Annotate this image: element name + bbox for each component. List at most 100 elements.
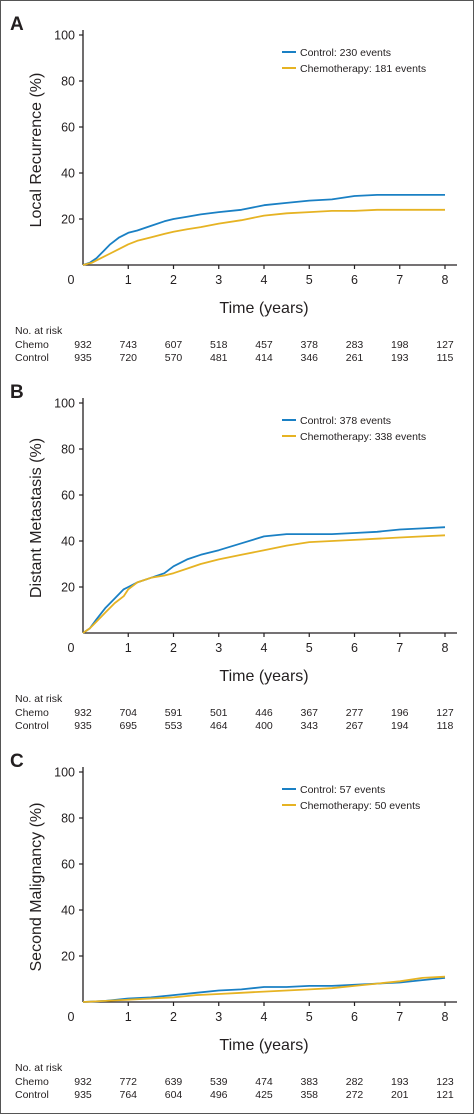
x-tick-label: 1: [125, 641, 132, 655]
x-tick-label: 7: [396, 1010, 403, 1024]
y-tick-label: 20: [61, 581, 75, 595]
legend-label-chemotherapy: Chemotherapy: 50 events: [300, 800, 420, 812]
y-tick-label: 100: [54, 397, 75, 411]
panel-a: A 20 40 60 80 100 0 1 2 3 4 5 6 7 8 Local Recurrence (%…: [10, 14, 457, 364]
at-risk-value: 553: [165, 720, 183, 732]
at-risk-value: 118: [437, 720, 454, 732]
series-line-chemotherapy: [82, 975, 446, 1003]
legend-label-chemotherapy: Chemotherapy: 181 events: [300, 63, 426, 75]
x-tick-label: 3: [215, 641, 222, 655]
at-risk-value: 193: [391, 1076, 409, 1088]
at-risk-value: 267: [346, 720, 364, 732]
y-tick-label: 20: [61, 950, 75, 964]
x-tick-label: 5: [306, 641, 313, 655]
at-risk-row-label: Control: [15, 1089, 49, 1101]
at-risk-value: 201: [391, 1089, 409, 1101]
at-risk-value: 932: [74, 339, 92, 351]
y-axis-title: Distant Metastasis (%): [28, 438, 45, 598]
at-risk-value: 446: [255, 707, 273, 719]
at-risk-value: 123: [436, 1076, 454, 1088]
legend-label-chemotherapy: Chemotherapy: 338 events: [300, 431, 426, 443]
y-axis-title: Second Malignancy (%): [28, 803, 45, 972]
at-risk-value: 604: [165, 1089, 183, 1101]
at-risk-value: 772: [119, 1076, 137, 1088]
at-risk-value: 283: [346, 339, 364, 351]
x-tick-label: 3: [215, 273, 222, 287]
legend-label-control: Control: 230 events: [300, 47, 391, 59]
x-tick-label: 4: [261, 1010, 268, 1024]
x-tick-label: 8: [442, 273, 449, 287]
panel-b: B 20 40 60 80 100 0 1 2 3 4 5 6 7 8 Distant Metastasis …: [10, 382, 457, 732]
at-risk-value: 198: [391, 339, 409, 351]
panel-letter: B: [10, 382, 24, 403]
y-tick-label: 80: [61, 443, 75, 457]
x-tick-label: 4: [261, 273, 268, 287]
at-risk-value: 639: [165, 1076, 183, 1088]
x-tick-label: 3: [215, 1010, 222, 1024]
y-tick-label: 60: [61, 121, 75, 135]
at-risk-value: 358: [300, 1089, 318, 1101]
y-tick-label: 80: [61, 812, 75, 826]
x-tick-label: 2: [170, 1010, 177, 1024]
at-risk-value: 591: [165, 707, 183, 719]
at-risk-value: 425: [255, 1089, 273, 1101]
at-risk-value: 570: [165, 352, 183, 364]
at-risk-value: 378: [300, 339, 318, 351]
x-tick-label: 7: [396, 273, 403, 287]
y-tick-label: 60: [61, 858, 75, 872]
series-line-chemotherapy: [82, 208, 445, 266]
x-tick-label: 0: [68, 1010, 75, 1024]
series-line-control: [82, 194, 445, 266]
y-tick-label: 40: [61, 535, 75, 549]
at-risk-value: 474: [255, 1076, 273, 1088]
at-risk-value: 121: [436, 1089, 454, 1101]
x-tick-label: 0: [68, 641, 75, 655]
at-risk-value: 277: [346, 707, 364, 719]
at-risk-value: 720: [119, 352, 137, 364]
at-risk-header: No. at risk: [15, 325, 63, 337]
at-risk-value: 272: [346, 1089, 364, 1101]
at-risk-value: 496: [210, 1089, 228, 1101]
at-risk-value: 414: [255, 352, 273, 364]
at-risk-value: 518: [210, 339, 228, 351]
at-risk-value: 932: [74, 707, 92, 719]
series-line-control: [82, 526, 446, 634]
at-risk-value: 261: [346, 352, 364, 364]
x-tick-label: 6: [351, 273, 358, 287]
at-risk-row-label: Control: [15, 352, 49, 364]
y-axis-title: Local Recurrence (%): [28, 73, 45, 228]
y-tick-label: 60: [61, 489, 75, 503]
at-risk-row-label: Control: [15, 720, 49, 732]
x-axis-title: Time (years): [219, 1037, 308, 1054]
x-tick-label: 5: [306, 1010, 313, 1024]
x-tick-label: 2: [170, 641, 177, 655]
at-risk-value: 127: [436, 339, 454, 351]
at-risk-value: 196: [391, 707, 409, 719]
at-risk-value: 481: [210, 352, 228, 364]
x-tick-label: 1: [125, 1010, 132, 1024]
at-risk-value: 383: [300, 1076, 318, 1088]
at-risk-value: 935: [74, 1089, 92, 1101]
at-risk-value: 743: [119, 339, 137, 351]
at-risk-value: 282: [346, 1076, 364, 1088]
at-risk-value: 695: [119, 720, 137, 732]
y-tick-label: 80: [61, 75, 75, 89]
at-risk-value: 764: [119, 1089, 137, 1101]
at-risk-value: 935: [74, 720, 92, 732]
at-risk-value: 932: [74, 1076, 92, 1088]
at-risk-value: 346: [300, 352, 318, 364]
x-tick-label: 4: [261, 641, 268, 655]
x-tick-label: 0: [68, 273, 75, 287]
at-risk-value: 367: [300, 707, 318, 719]
legend-label-control: Control: 57 events: [300, 784, 385, 796]
x-tick-label: 5: [306, 273, 313, 287]
at-risk-row-label: Chemo: [15, 1076, 49, 1088]
at-risk-value: 457: [255, 339, 273, 351]
y-tick-label: 20: [61, 213, 75, 227]
at-risk-header: No. at risk: [15, 1062, 63, 1074]
x-tick-label: 1: [125, 273, 132, 287]
panel-letter: C: [10, 751, 24, 772]
at-risk-value: 935: [74, 352, 92, 364]
